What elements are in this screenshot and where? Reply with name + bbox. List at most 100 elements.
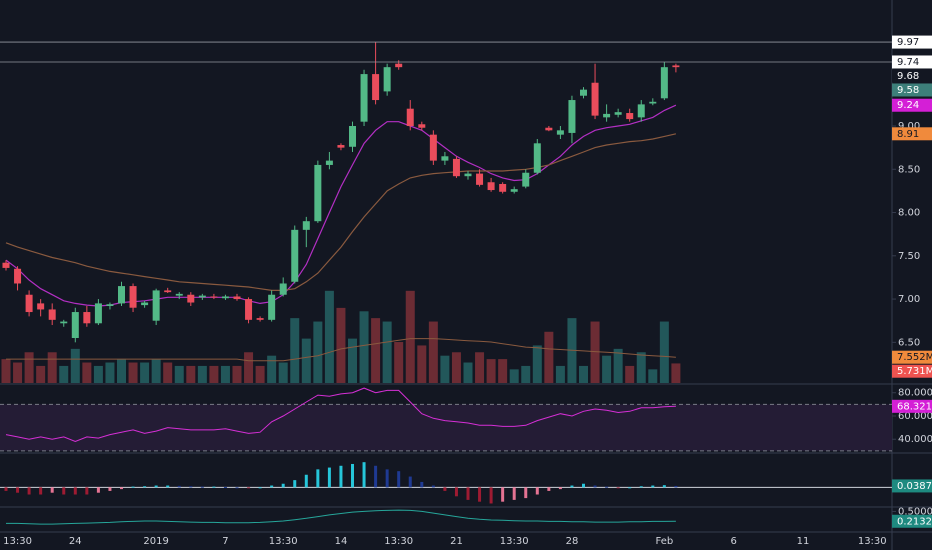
- volume-bar: [93, 365, 103, 383]
- volume-bar: [24, 352, 34, 383]
- histogram-bar: [593, 485, 597, 488]
- histogram-bar: [535, 487, 539, 495]
- candle-body: [649, 101, 657, 104]
- volume-bar: [417, 345, 427, 383]
- histogram-bar: [27, 487, 31, 495]
- time-axis-label: 21: [450, 536, 463, 547]
- candle-body: [487, 182, 495, 191]
- price-label: 0.2132: [897, 516, 932, 527]
- time-axis-label: 13:30: [384, 536, 413, 547]
- candle-body: [25, 294, 33, 313]
- price-label: 7.552M: [897, 352, 932, 363]
- histogram-bar: [108, 487, 112, 491]
- volume-bar: [359, 311, 369, 383]
- price-label: 8.91: [897, 129, 919, 140]
- histogram-bar: [351, 463, 354, 488]
- candle-body: [337, 145, 345, 148]
- histogram-bar: [50, 487, 54, 493]
- histogram-bar: [397, 471, 401, 488]
- volume-bar: [498, 359, 508, 383]
- moving-average: [5, 133, 677, 291]
- candle-body: [418, 124, 426, 128]
- histogram-bar: [443, 487, 447, 491]
- histogram-bar: [293, 480, 297, 488]
- candle-body: [221, 296, 229, 299]
- candle-body: [626, 113, 634, 120]
- candle-body: [14, 268, 22, 284]
- volume-bar: [59, 365, 69, 383]
- price-label-box: [892, 69, 932, 83]
- volume-bar: [371, 318, 381, 383]
- histogram-bar: [200, 486, 204, 488]
- histogram-bar: [547, 487, 551, 491]
- price-label-box: [892, 127, 932, 141]
- histogram-bar: [143, 486, 147, 488]
- volume-bar: [82, 362, 92, 383]
- time-axis-label: 13:30: [500, 536, 529, 547]
- y-tick-label: 7.50: [898, 251, 920, 262]
- volume-bar: [555, 365, 565, 383]
- candle-body: [83, 312, 91, 324]
- candle-body: [614, 112, 622, 115]
- histogram-bar: [478, 487, 482, 502]
- volume-bar: [163, 362, 173, 383]
- histogram-bar: [270, 485, 274, 488]
- volume-bar: [290, 318, 300, 383]
- volume-bar: [209, 365, 219, 383]
- candle-body: [37, 303, 45, 310]
- candle-body: [129, 286, 137, 308]
- histogram-bar: [16, 487, 20, 493]
- volume-bar: [428, 321, 438, 383]
- volume-bar: [174, 365, 184, 383]
- candle-body: [279, 283, 287, 295]
- candle-body: [533, 143, 541, 173]
- volume-bar: [1, 359, 11, 383]
- candle-body: [452, 158, 460, 177]
- candle-body: [94, 303, 102, 324]
- histogram-bar: [431, 485, 435, 488]
- candle-body: [464, 173, 472, 177]
- candle-body: [580, 89, 587, 96]
- histogram-bar: [62, 487, 66, 495]
- histogram-bar: [408, 476, 412, 488]
- histogram-bar: [327, 467, 331, 488]
- histogram-bar: [120, 487, 123, 490]
- price-label-box: [892, 350, 932, 364]
- price-label-box: [892, 479, 932, 493]
- histogram-bar: [466, 487, 470, 500]
- candle-body: [106, 304, 114, 306]
- volume-bar: [625, 365, 635, 383]
- histogram-bar: [39, 487, 43, 495]
- volume-bar: [197, 365, 207, 383]
- candle-body: [591, 82, 599, 116]
- volume-bar: [382, 321, 392, 383]
- histogram-bar: [374, 465, 378, 488]
- candle-body: [175, 293, 183, 296]
- candle-body: [302, 221, 310, 230]
- histogram-bar: [189, 486, 193, 488]
- histogram-bar: [512, 487, 516, 500]
- price-label-box: [892, 83, 932, 97]
- indicator-line: [6, 509, 676, 525]
- volume-bar: [463, 362, 473, 383]
- price-label: 9.58: [897, 85, 919, 96]
- time-axis-label: 14: [335, 536, 348, 547]
- volume-bar: [521, 365, 531, 383]
- histogram-bar: [662, 485, 666, 488]
- volume-bar: [602, 355, 612, 383]
- histogram-bar: [628, 487, 632, 489]
- candle-body: [556, 130, 564, 135]
- time-axis-label: 28: [566, 536, 579, 547]
- histogram-bar: [339, 465, 343, 488]
- volume-bar: [13, 362, 23, 383]
- volume-bar: [486, 359, 496, 383]
- histogram-bar: [385, 469, 389, 488]
- volume-bar: [636, 352, 646, 383]
- moving-average: [5, 104, 677, 307]
- volume-bar: [128, 362, 138, 383]
- candle-body: [406, 108, 414, 127]
- candle-body: [268, 294, 276, 320]
- price-label: 68.3212: [897, 401, 932, 412]
- volume-bar: [278, 362, 288, 383]
